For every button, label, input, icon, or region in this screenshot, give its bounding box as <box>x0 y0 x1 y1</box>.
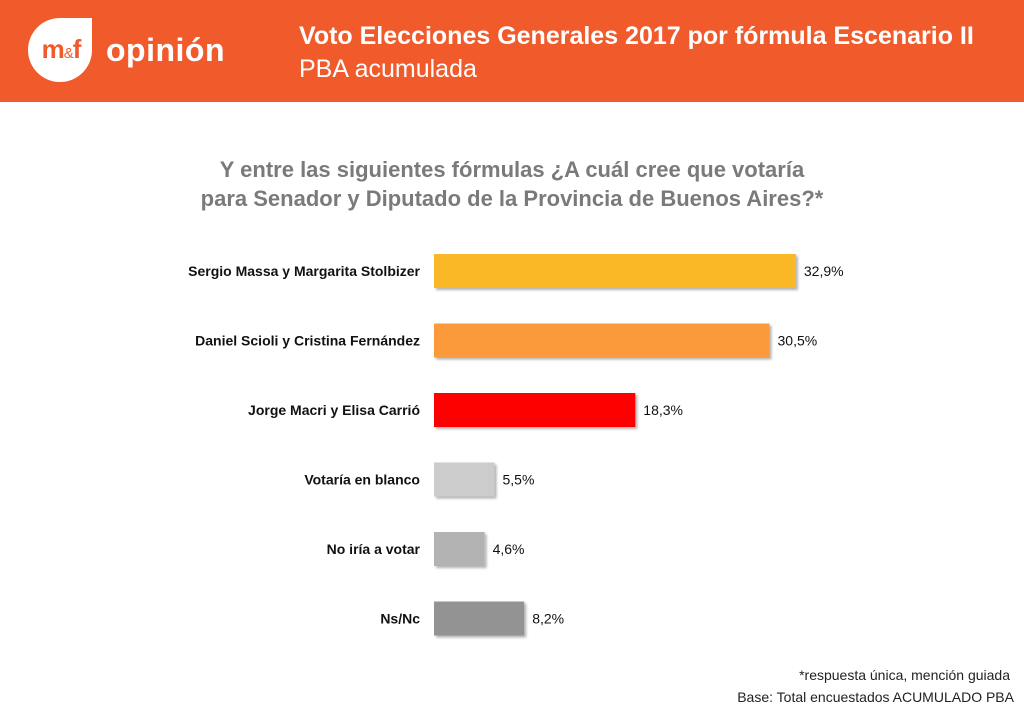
bar <box>434 254 796 288</box>
question-line-1: Y entre las siguientes fórmulas ¿A cuál … <box>219 157 805 182</box>
category-label: Jorge Macri y Elisa Carrió <box>248 402 420 418</box>
bar-chart: Sergio Massa y Margarita Stolbizer 32,9% D… <box>188 254 844 636</box>
category-label: Sergio Massa y Margarita Stolbizer <box>188 263 420 279</box>
bar <box>434 601 525 636</box>
category-label: Daniel Scioli y Cristina Fernández <box>195 333 420 349</box>
category-label: No iría a votar <box>327 541 421 557</box>
question-line-2: para Senador y Diputado de la Provincia … <box>200 186 824 211</box>
bar <box>434 323 770 358</box>
bar <box>434 532 485 566</box>
header-banner: m&f opinión Voto Elecciones Generales 20… <box>0 0 1024 102</box>
footnote: *respuesta única, mención guiada <box>799 667 1010 683</box>
page-subtitle: PBA acumulada <box>299 55 477 83</box>
mf-opinion-logo: m&f opinión <box>28 18 225 84</box>
value-label: 18,3% <box>643 402 683 418</box>
logo-drop-shape <box>28 18 92 82</box>
page-title: Voto Elecciones Generales 2017 por fórmu… <box>299 22 974 50</box>
value-label: 5,5% <box>503 472 535 488</box>
logo-wordmark: opinión <box>106 32 226 68</box>
value-label: 4,6% <box>493 541 525 557</box>
logo-mf-text: m&f <box>41 34 82 64</box>
survey-question: Y entre las siguientes fórmulas ¿A cuál … <box>0 155 1024 213</box>
value-label: 30,5% <box>778 333 818 349</box>
category-label: Ns/Nc <box>380 611 420 627</box>
value-label: 32,9% <box>804 263 844 279</box>
base-note: Base: Total encuestados ACUMULADO PBA <box>737 689 1014 705</box>
value-label: 8,2% <box>532 611 564 627</box>
category-label: Votaría en blanco <box>304 472 420 488</box>
bar <box>434 462 495 497</box>
bar <box>434 393 636 427</box>
